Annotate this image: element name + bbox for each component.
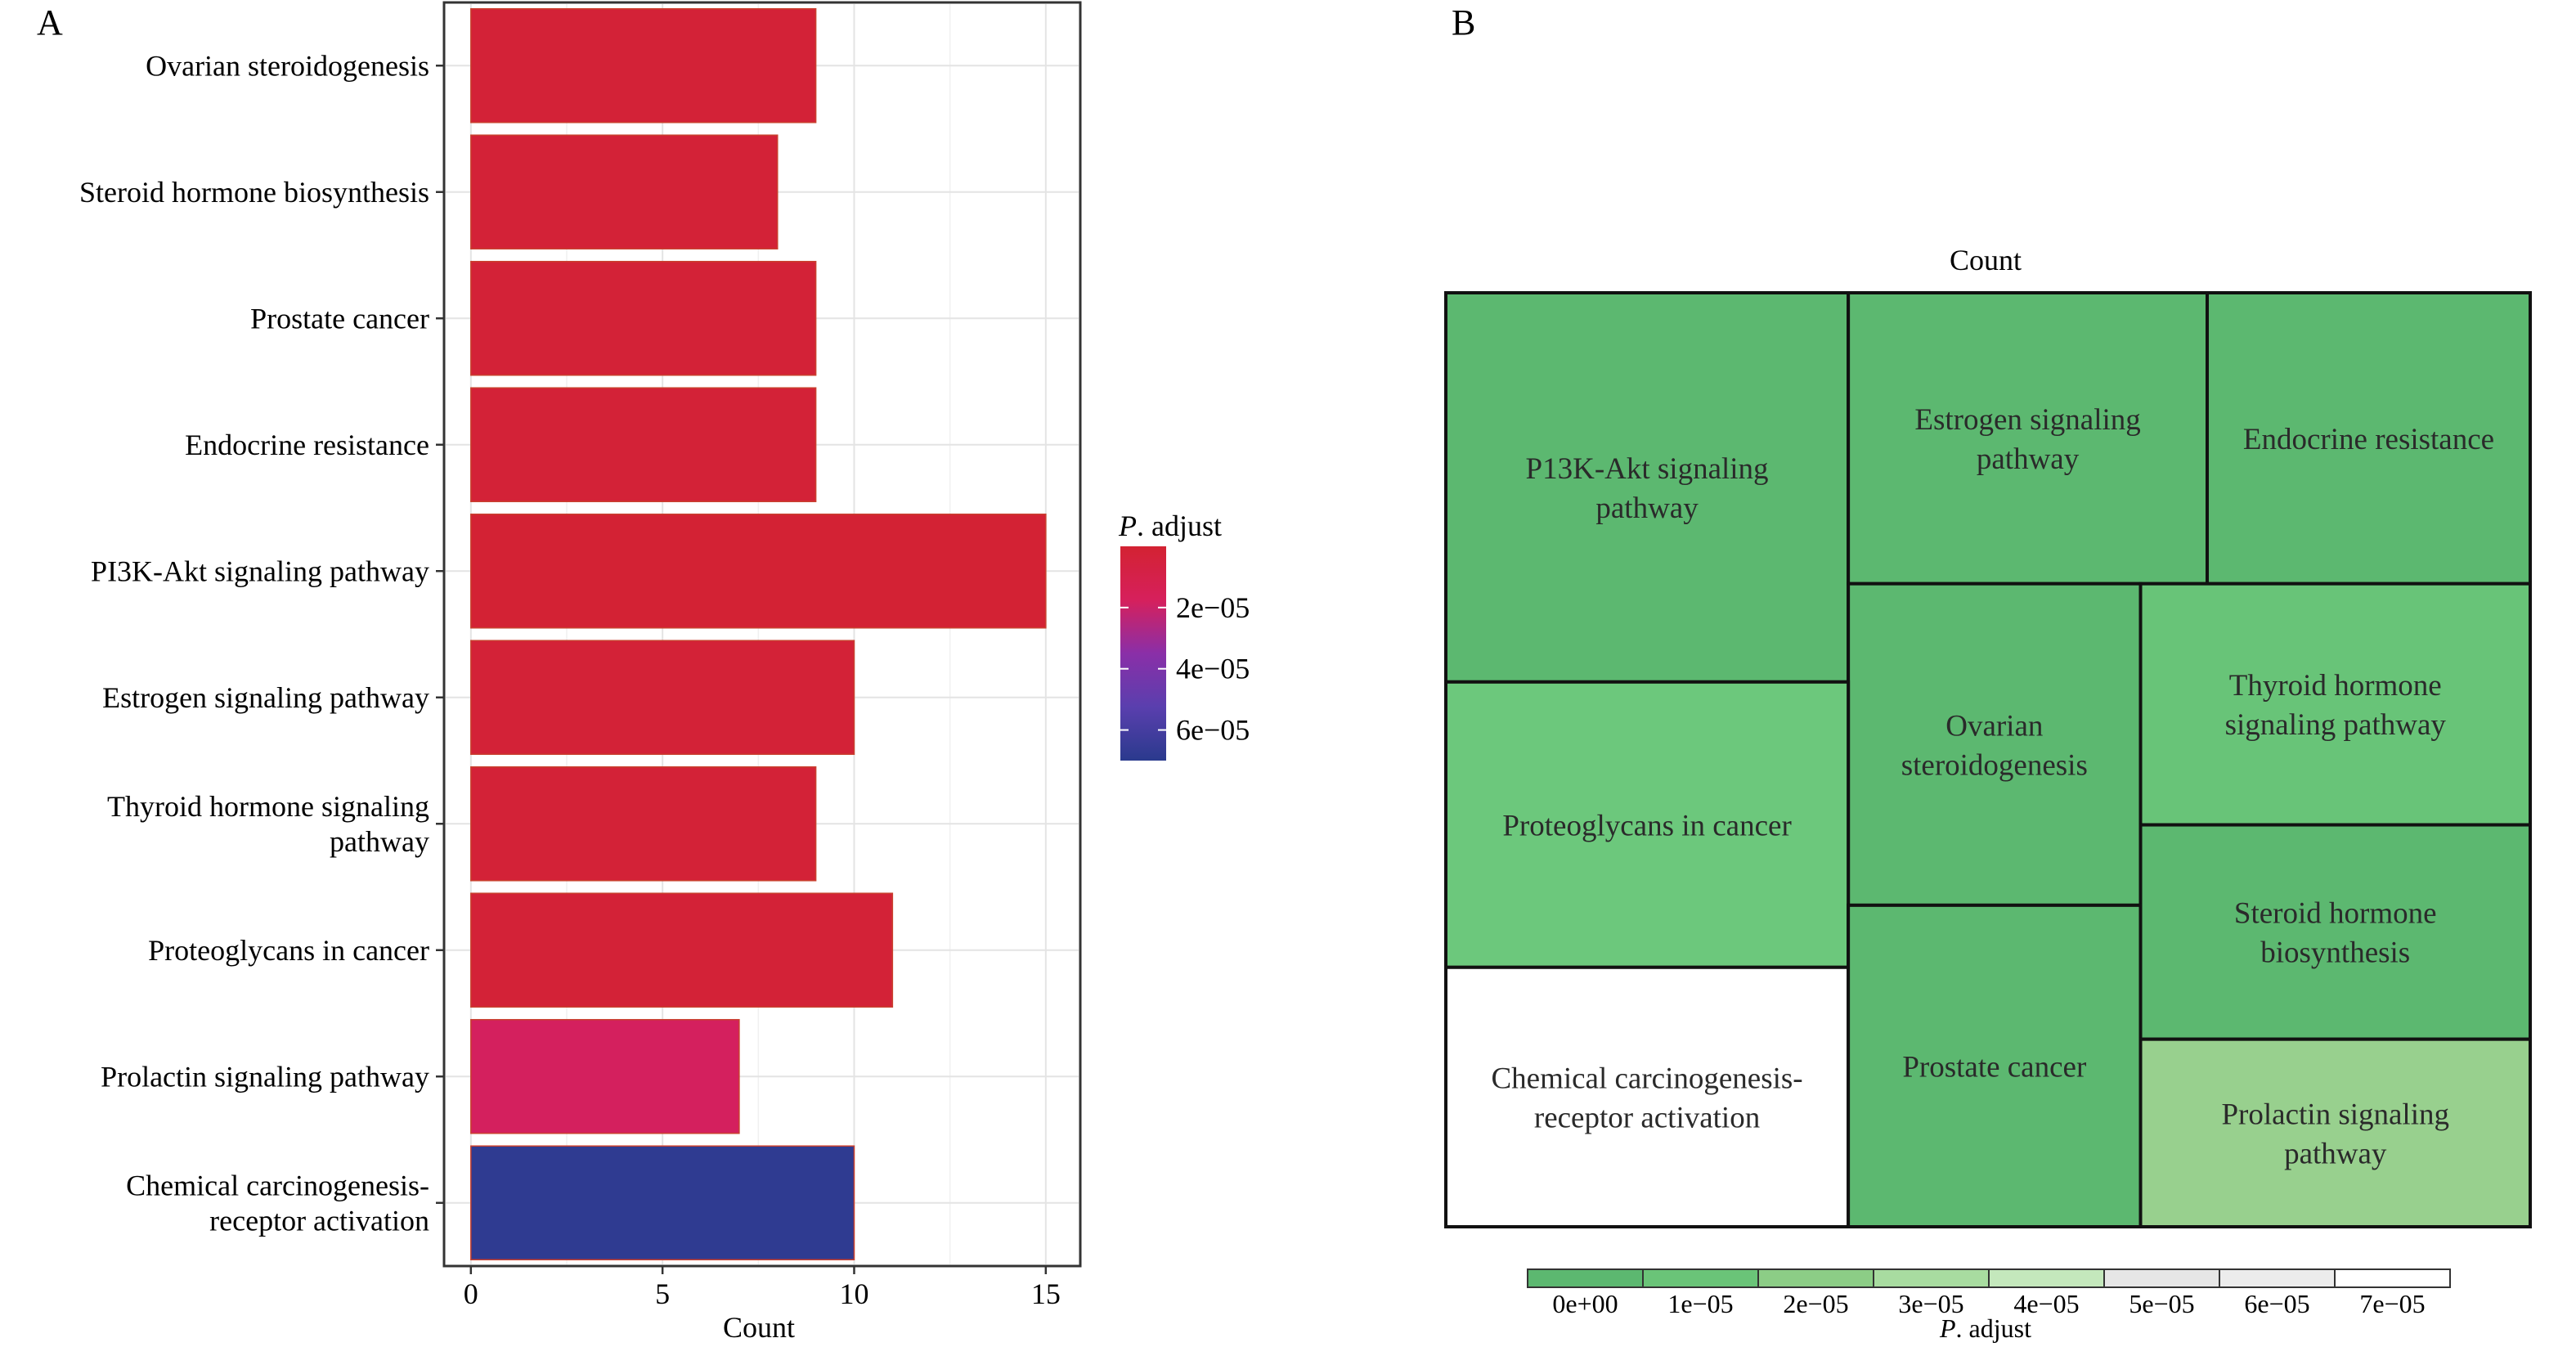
legend-b: 0e+00 1e−05 2e−05 3e−05 4e−05 5e−05 6e−05 7e−05… (1527, 1268, 2451, 1343)
legend-swatch (1988, 1268, 2105, 1288)
bar (470, 134, 779, 250)
category-label: Thyroid hormone signaling pathway (107, 790, 429, 858)
treemap-cell-label: Estrogen signaling pathway (1914, 403, 2140, 476)
treemap-cell (2138, 823, 2532, 1041)
x-tick-label: 15 (1031, 1277, 1061, 1310)
x-tick-label: 0 (464, 1277, 478, 1310)
legend-b-label: 5e−05 (2129, 1289, 2194, 1318)
category-label: Chemical carcinogenesis-receptor activat… (126, 1169, 429, 1237)
category-label: Ovarian steroidogenesis (146, 49, 429, 82)
legend-tick-label: 2e−05 (1176, 591, 1250, 624)
bar (470, 640, 855, 756)
legend-swatch (1527, 1268, 1644, 1288)
panel-b: B Count P13K-Akt signaling pathway Estroge… (1444, 2, 2532, 1343)
legend-swatch (2334, 1268, 2451, 1288)
treemap-cell (1444, 680, 1851, 969)
legend-tick-label: 4e−05 (1176, 653, 1250, 685)
panel-a: A Ovarian steroidogenesis Steroid hormone… (37, 1, 1250, 1344)
category-label: Prolactin signaling pathway (101, 1060, 429, 1093)
treemap-cell-label: Steroid hormone biosynthesis (2234, 897, 2437, 970)
legend-a: P. adjust 2e−05 4e−05 6e−05 (1118, 510, 1250, 761)
legend-a-ticks: 2e−05 4e−05 6e−05 (1120, 591, 1250, 747)
panel-b-label: B (1452, 2, 1475, 43)
legend-swatch (1873, 1268, 1990, 1288)
legend-b-labels: 0e+00 1e−05 2e−05 3e−05 4e−05 5e−05 6e−05 7e−05 (1552, 1289, 2425, 1318)
legend-swatch (2103, 1268, 2220, 1288)
treemap-cell-label: Proteoglycans in cancer (1502, 809, 1791, 842)
category-label: Proteoglycans in cancer (148, 934, 429, 967)
category-labels-a: Ovarian steroidogenesis Steroid hormone b… (79, 49, 444, 1237)
bar (470, 513, 1047, 629)
treemap-cell (2138, 581, 2532, 827)
bar (470, 766, 817, 882)
treemap-cell (1444, 291, 1851, 684)
legend-b-label: 4e−05 (2013, 1289, 2079, 1318)
bar (470, 892, 894, 1008)
treemap-cell-label: Endocrine resistance (2243, 423, 2494, 456)
x-tick-label: 5 (655, 1277, 670, 1310)
legend-b-label: 0e+00 (1552, 1289, 1618, 1318)
category-label: Prostate cancer (250, 302, 429, 335)
category-label: Estrogen signaling pathway (102, 681, 429, 714)
bar (470, 1145, 855, 1261)
legend-b-swatches (1527, 1268, 2451, 1288)
treemap-cell (2206, 291, 2532, 586)
treemap-title: Count (1950, 244, 2022, 276)
treemap-cell-label: Prostate cancer (1902, 1050, 2086, 1084)
legend-b-title: P. adjust (1939, 1313, 2031, 1343)
legend-b-label: 2e−05 (1783, 1289, 1848, 1318)
treemap: P13K-Akt signaling pathway Estrogen signal… (1444, 291, 2532, 1229)
treemap-cell-label: Prolactin signaling pathway (2221, 1098, 2449, 1170)
legend-a-colorbar (1120, 546, 1166, 761)
bar (470, 260, 817, 376)
bars-a (470, 7, 1047, 1261)
treemap-cell-label: Ovarian steroidogenesis (1901, 709, 2088, 782)
treemap-cell-label: Thyroid hormone signaling pathway (2225, 669, 2447, 742)
legend-b-label: 1e−05 (1667, 1289, 1733, 1318)
category-label: PI3K-Akt signaling pathway (91, 555, 429, 587)
panel-a-label: A (37, 2, 63, 43)
category-label: Steroid hormone biosynthesis (79, 176, 429, 209)
x-axis-label-a: Count (723, 1311, 795, 1344)
x-ticks-a: 0 5 10 15 (464, 1266, 1061, 1310)
treemap-cell (1444, 965, 1851, 1229)
x-tick-label: 10 (839, 1277, 868, 1310)
treemap-cell (1847, 581, 2143, 907)
legend-b-label: 7e−05 (2359, 1289, 2425, 1318)
legend-swatch (1757, 1268, 1874, 1288)
category-label: Endocrine resistance (185, 429, 429, 461)
legend-swatch (1642, 1268, 1759, 1288)
treemap-cell (1847, 291, 2210, 586)
treemap-cell (1847, 903, 2143, 1228)
treemap-cell-label: P13K-Akt signaling pathway (1526, 452, 1769, 525)
legend-b-label: 6e−05 (2244, 1289, 2309, 1318)
legend-swatch (2219, 1268, 2336, 1288)
legend-a-title: P. adjust (1118, 510, 1222, 542)
treemap-cell-label: Chemical carcinogenesis-receptor activat… (1491, 1062, 1802, 1134)
legend-tick-label: 6e−05 (1176, 714, 1250, 747)
treemap-cell (2138, 1037, 2532, 1228)
legend-b-label: 3e−05 (1898, 1289, 1963, 1318)
bar (470, 1018, 740, 1134)
bar (470, 7, 817, 123)
bar (470, 387, 817, 503)
